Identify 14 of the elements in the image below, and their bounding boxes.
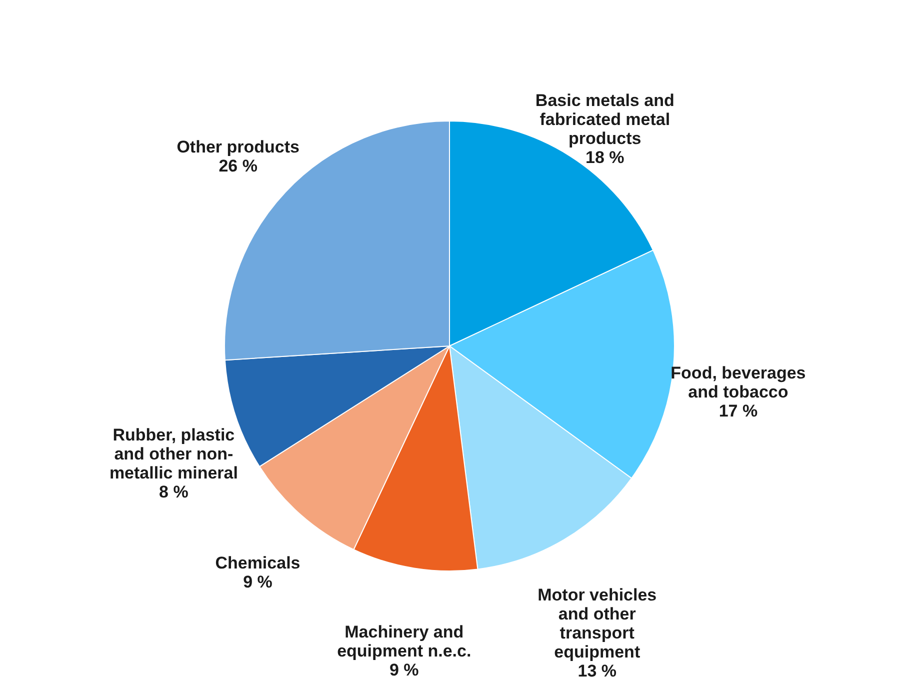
- slice-label: Chemicals: [215, 554, 300, 573]
- slice-label: Food, beverages and tobacco: [670, 363, 806, 402]
- slice-label: Rubber, plastic and other non-metallic mineral: [109, 426, 238, 483]
- data-label: 8 %: [159, 482, 188, 502]
- slice-label: Basic metals and fabricated metal products: [535, 91, 674, 148]
- data-label: 17 %: [718, 401, 758, 420]
- data-label: 13 %: [578, 662, 616, 681]
- slice-label: Machinery and equipment n.e.c.: [337, 622, 472, 660]
- data-label: 26 %: [218, 156, 258, 176]
- data-label: 9 %: [243, 572, 272, 592]
- slice-label: Motor vehicles and other transport equipment: [538, 586, 657, 662]
- data-label: 18 %: [586, 148, 624, 168]
- slice-label: Other products: [176, 137, 300, 156]
- data-label: 9 %: [389, 660, 419, 680]
